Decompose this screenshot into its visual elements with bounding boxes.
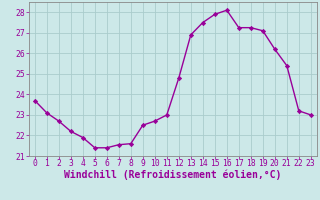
X-axis label: Windchill (Refroidissement éolien,°C): Windchill (Refroidissement éolien,°C) (64, 170, 282, 180)
